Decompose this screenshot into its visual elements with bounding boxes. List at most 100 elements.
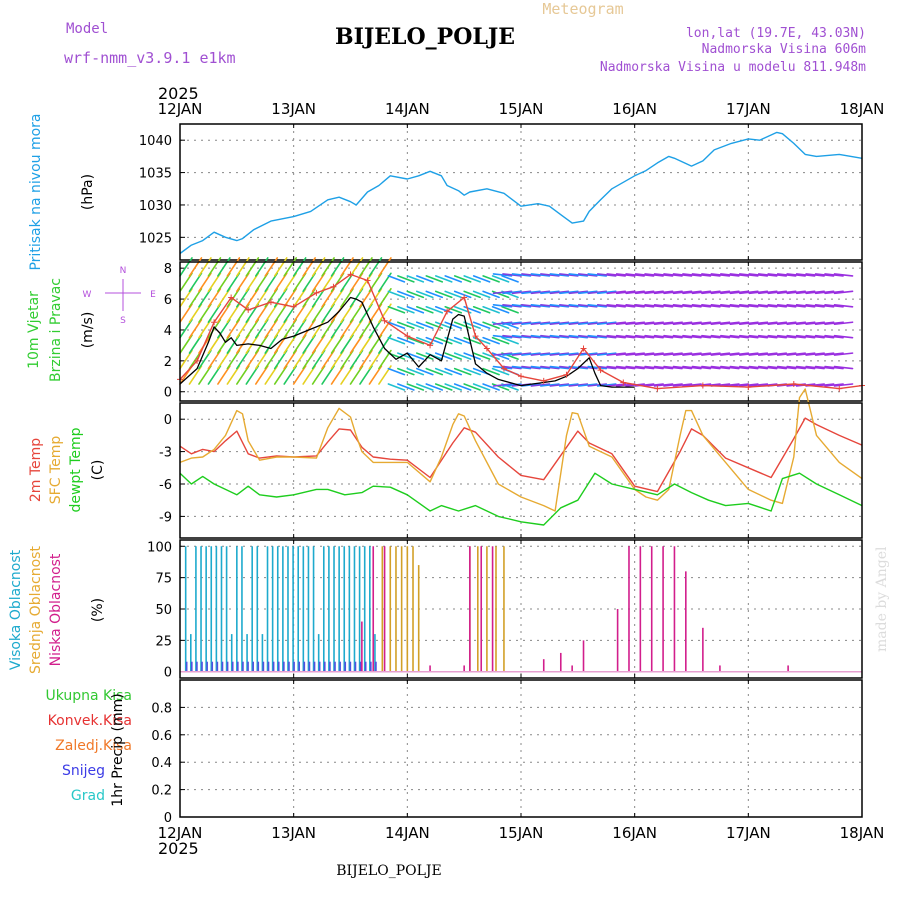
wind-barb: [549, 273, 570, 277]
wind-barb: [502, 352, 522, 356]
clouds-ylabel-0: Visoka Oblacnost: [8, 549, 24, 670]
series-line-wind_speed: [179, 296, 635, 388]
wind-barb: [511, 321, 532, 326]
wind-barb: [672, 334, 693, 339]
gust-marker: [790, 381, 797, 388]
wind-barb: [795, 303, 816, 308]
wind-barb: [625, 303, 645, 308]
wind-barb: [502, 321, 522, 326]
gust-marker: [580, 345, 587, 352]
wind-barb: [653, 290, 674, 295]
wind-barb: [833, 321, 854, 326]
panels-group: 1025 1030 1035 1040 0 2 4 6 8 N E S W 0 -3 -6 -9 0 25 50 75 1…: [8, 113, 865, 826]
wind-barb: [501, 305, 519, 314]
wind-barb: [710, 365, 731, 370]
wind-barb: [691, 290, 712, 295]
y-tick-label: -6: [159, 478, 172, 493]
wind-ylabel-1: Brzina i Pravac: [48, 278, 64, 382]
wind-barb: [511, 352, 532, 356]
wind-barb: [587, 352, 608, 356]
wind-barb: [434, 352, 453, 360]
x-tick-label-bottom: 15JAN: [499, 824, 544, 842]
wind-barb: [606, 273, 626, 277]
wind-barb: [767, 273, 788, 277]
wind-barb: [786, 290, 806, 295]
wind-barb: [472, 305, 491, 314]
wind-barb: [767, 303, 788, 308]
wind-barb: [530, 383, 551, 387]
wind-barb: [625, 365, 645, 370]
wind-barb: [577, 321, 598, 326]
wind-barb: [425, 336, 444, 345]
wind-barb: [540, 303, 560, 308]
credit-watermark: made by Angel: [874, 546, 890, 652]
y-tick-label: 0.8: [151, 701, 172, 716]
temperature-ylabel-1: SFC Temp: [48, 436, 64, 505]
wind-barb: [511, 365, 532, 370]
gust-marker: [404, 333, 411, 340]
gust-marker: [472, 333, 479, 340]
wind-barb: [833, 290, 854, 295]
wind-barb: [691, 273, 712, 277]
wind-barb: [710, 273, 731, 277]
wind-barb: [511, 273, 532, 277]
model-label: Model: [66, 21, 108, 37]
wind-barb: [625, 352, 645, 356]
wind-barb: [587, 334, 608, 339]
wind-barb: [530, 321, 551, 326]
wind-ylabel-0: 10m Vjetar: [26, 291, 42, 369]
wind-barb: [434, 383, 453, 391]
year-bottom: 2025: [158, 839, 199, 858]
wind-barb: [368, 257, 383, 277]
wind-barb: [824, 303, 844, 308]
wind-barb: [644, 365, 664, 370]
wind-barb: [805, 352, 825, 356]
wind-barb: [491, 336, 510, 345]
wind-barb: [833, 273, 854, 277]
wind-barb: [434, 336, 453, 345]
wind-barb: [568, 352, 589, 356]
wind-barb: [748, 334, 769, 339]
wind-barb: [530, 334, 551, 339]
wind-barb: [748, 352, 769, 356]
wind-barb: [767, 352, 788, 356]
wind-barb: [207, 257, 222, 277]
wind-barb: [501, 275, 519, 283]
wind-barb: [340, 257, 354, 277]
wind-barb: [502, 273, 522, 277]
wind-barb: [530, 273, 551, 277]
wind-barb: [444, 290, 463, 299]
wind-barb: [795, 290, 816, 295]
wind-barb: [444, 352, 463, 360]
wind-barb: [472, 336, 491, 345]
gust-marker: [194, 357, 201, 364]
wind-barb: [397, 275, 415, 283]
wind-barb: [491, 275, 510, 283]
wind-barb: [453, 352, 472, 360]
wind-barb: [387, 321, 406, 330]
wind-barb: [653, 273, 674, 277]
wind-barb: [814, 383, 835, 387]
wind-barb: [559, 334, 579, 339]
wind-barb: [691, 365, 712, 370]
wind-barb: [748, 383, 769, 387]
wind-barb: [814, 321, 835, 326]
wind-barb: [691, 303, 712, 308]
wind-barb: [634, 321, 655, 326]
wind-barb: [378, 257, 392, 277]
wind-barb: [387, 290, 406, 299]
x-tick-label-top: 15JAN: [499, 100, 544, 118]
wind-barb: [824, 321, 844, 326]
wind-barb: [634, 352, 655, 356]
wind-barb: [425, 367, 444, 376]
wind-barb: [491, 367, 510, 376]
gust-marker: [620, 379, 627, 386]
wind-barb: [833, 365, 854, 370]
wind-ylabel-2: (m/s): [80, 312, 96, 349]
wind-barb: [568, 383, 589, 387]
gust-marker: [347, 271, 354, 278]
wind-barb: [682, 365, 702, 370]
wind-barb: [729, 273, 750, 277]
wind-barb: [615, 334, 636, 339]
